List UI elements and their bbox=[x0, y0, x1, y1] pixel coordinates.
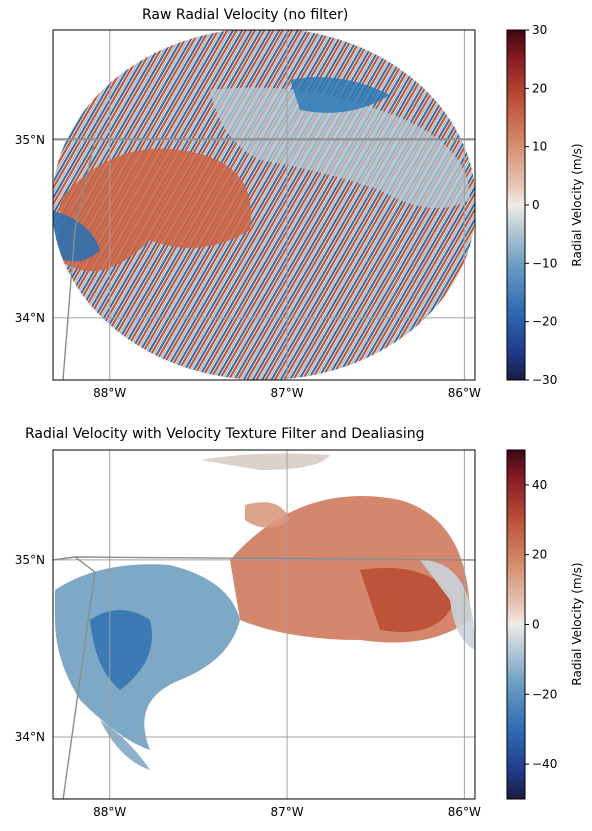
raw-outbound-region bbox=[60, 148, 252, 272]
colorbar-tick-label: −30 bbox=[532, 373, 557, 387]
colorbar-tick-label: 40 bbox=[532, 478, 547, 492]
y-tick-label: 34°N bbox=[15, 730, 45, 744]
panel-1-grid bbox=[53, 30, 475, 380]
colorbar-2-bar bbox=[506, 449, 526, 800]
panel-2-frame bbox=[52, 449, 476, 800]
x-tick-label: 87°W bbox=[270, 805, 303, 819]
colorbar-tick-label: −10 bbox=[532, 256, 557, 270]
raw-inbound-region bbox=[210, 87, 470, 208]
colorbar-tick-label: 30 bbox=[532, 23, 547, 37]
y-tick-label: 35°N bbox=[15, 133, 45, 147]
x-tick-label: 88°W bbox=[93, 805, 126, 819]
colorbar-2: 40 20 0 −20 −40 Radial Velocity (m/s) bbox=[506, 449, 584, 800]
colorbar-tick-label: −20 bbox=[532, 687, 557, 701]
panel-2-title: Radial Velocity with Velocity Texture Fi… bbox=[25, 426, 425, 442]
state-border-ew bbox=[62, 138, 96, 380]
colorbar-tick-label: 20 bbox=[532, 548, 547, 562]
colorbar-1-label: Radial Velocity (m/s) bbox=[570, 143, 584, 266]
outbound-core bbox=[360, 568, 455, 632]
colorbar-1: 30 20 10 0 −10 −20 −30 Radial Velocity (m/s) bbox=[506, 23, 584, 387]
panel-1-frame bbox=[52, 29, 476, 381]
colorbar-tick-label: 20 bbox=[532, 81, 547, 95]
colorbar-tick-label: 0 bbox=[532, 198, 540, 212]
state-border-ew-2 bbox=[62, 556, 96, 799]
north-echo-2 bbox=[245, 502, 290, 528]
x-tick-label: 86°W bbox=[448, 386, 481, 400]
north-echo bbox=[200, 453, 330, 470]
colorbar-tick-label: −20 bbox=[532, 315, 557, 329]
panel-2: 88°W 87°W 86°W 35°N 34°N bbox=[15, 449, 481, 819]
colorbar-tick-label: −40 bbox=[532, 757, 557, 771]
colorbar-tick-label: 0 bbox=[532, 618, 540, 632]
edge-region bbox=[420, 560, 475, 650]
raw-inbound-core bbox=[290, 77, 390, 113]
panel-1: 88°W 87°W 86°W 35°N 34°N bbox=[15, 29, 481, 400]
y-tick-label: 34°N bbox=[15, 311, 45, 325]
colorbar-1-bar bbox=[506, 29, 526, 381]
x-tick-label: 88°W bbox=[93, 386, 126, 400]
inbound-core bbox=[90, 610, 152, 690]
colorbar-tick-label: 10 bbox=[532, 140, 547, 154]
y-tick-label: 35°N bbox=[15, 553, 45, 567]
colorbar-2-label: Radial Velocity (m/s) bbox=[570, 562, 584, 685]
panel-2-radar-field bbox=[55, 453, 475, 770]
south-echo bbox=[100, 720, 150, 770]
x-tick-label: 86°W bbox=[448, 805, 481, 819]
x-tick-label: 87°W bbox=[270, 386, 303, 400]
panel-1-title: Raw Radial Velocity (no filter) bbox=[142, 7, 349, 23]
